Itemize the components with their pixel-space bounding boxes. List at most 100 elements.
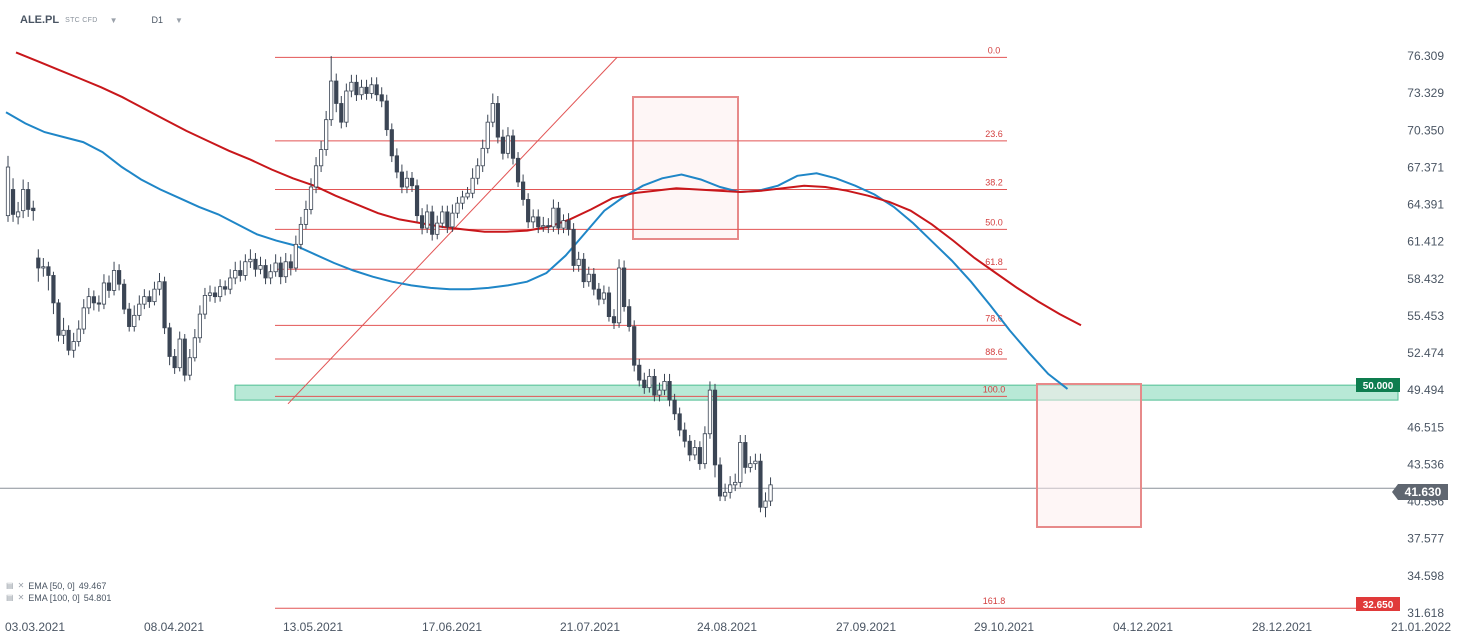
timeframe-label[interactable]: D1: [151, 15, 163, 25]
candle[interactable]: [622, 261, 625, 312]
candle[interactable]: [400, 165, 403, 194]
candle[interactable]: [163, 277, 166, 334]
legend-row-ema50[interactable]: ▤ ✕ EMA [50, 0] 49.467: [6, 580, 111, 592]
candle[interactable]: [365, 80, 368, 100]
candle[interactable]: [415, 179, 418, 221]
candle[interactable]: [128, 303, 131, 332]
candle[interactable]: [57, 299, 60, 341]
candle[interactable]: [496, 96, 499, 143]
candle[interactable]: [739, 435, 742, 487]
candle[interactable]: [713, 384, 716, 477]
candle[interactable]: [723, 484, 726, 501]
candle[interactable]: [486, 115, 489, 154]
candle[interactable]: [138, 295, 141, 320]
candle[interactable]: [234, 262, 237, 284]
candle[interactable]: [112, 262, 115, 296]
candle[interactable]: [117, 264, 120, 290]
candle[interactable]: [552, 199, 555, 231]
candle[interactable]: [208, 285, 211, 301]
candle[interactable]: [350, 75, 353, 97]
candle[interactable]: [718, 457, 721, 501]
legend-settings-icon[interactable]: ▤: [6, 580, 14, 592]
candle[interactable]: [703, 426, 706, 468]
candle[interactable]: [82, 299, 85, 334]
price-tag[interactable]: 50.000: [1356, 378, 1400, 392]
candle[interactable]: [436, 216, 439, 240]
symbol-dropdown-caret-icon[interactable]: ▼: [110, 16, 118, 25]
candle[interactable]: [708, 381, 711, 438]
candle[interactable]: [213, 287, 216, 303]
candle[interactable]: [122, 279, 125, 314]
candle[interactable]: [562, 214, 565, 233]
candle[interactable]: [133, 305, 136, 331]
candle[interactable]: [21, 179, 24, 218]
candle[interactable]: [526, 193, 529, 228]
candle[interactable]: [481, 140, 484, 172]
candle[interactable]: [759, 454, 762, 513]
candle[interactable]: [47, 262, 50, 291]
candle[interactable]: [456, 197, 459, 218]
candle[interactable]: [168, 323, 171, 365]
candle[interactable]: [567, 213, 570, 235]
candle[interactable]: [754, 454, 757, 470]
candle[interactable]: [572, 223, 575, 272]
candle[interactable]: [279, 257, 282, 284]
candle[interactable]: [274, 254, 277, 276]
candle[interactable]: [693, 440, 696, 460]
candle[interactable]: [284, 253, 287, 283]
candle[interactable]: [592, 268, 595, 295]
candle[interactable]: [633, 320, 636, 371]
candle[interactable]: [97, 295, 100, 311]
legend-close-icon[interactable]: ✕: [18, 592, 25, 604]
candle[interactable]: [638, 359, 641, 386]
candle[interactable]: [345, 84, 348, 128]
candle[interactable]: [431, 206, 434, 241]
support-zone[interactable]: [235, 385, 1398, 400]
candle[interactable]: [506, 127, 509, 158]
candle[interactable]: [264, 259, 267, 284]
candle[interactable]: [218, 279, 221, 301]
candle[interactable]: [668, 374, 671, 406]
candle[interactable]: [461, 191, 464, 210]
candle[interactable]: [370, 77, 373, 98]
candle[interactable]: [158, 273, 161, 295]
timeframe-dropdown-caret-icon[interactable]: ▼: [175, 16, 183, 25]
highlight-box-november[interactable]: [1037, 384, 1141, 527]
candle[interactable]: [72, 333, 75, 358]
candle[interactable]: [92, 290, 95, 310]
candle[interactable]: [67, 325, 70, 355]
candle[interactable]: [476, 158, 479, 184]
candle[interactable]: [501, 130, 504, 160]
candle[interactable]: [627, 299, 630, 331]
candle[interactable]: [602, 285, 605, 304]
candle[interactable]: [612, 309, 615, 329]
candle[interactable]: [37, 249, 40, 281]
candle[interactable]: [688, 435, 691, 461]
candle[interactable]: [340, 96, 343, 128]
candle[interactable]: [244, 254, 247, 280]
candle[interactable]: [617, 259, 620, 328]
candle[interactable]: [547, 218, 550, 233]
candle[interactable]: [764, 492, 767, 517]
candle[interactable]: [178, 332, 181, 372]
candle[interactable]: [335, 74, 338, 113]
candle[interactable]: [375, 77, 378, 101]
candle[interactable]: [153, 282, 156, 306]
legend-close-icon[interactable]: ✕: [18, 580, 25, 592]
candle[interactable]: [471, 168, 474, 198]
candle[interactable]: [198, 305, 201, 342]
legend-row-ema100[interactable]: ▤ ✕ EMA [100, 0] 54.801: [6, 592, 111, 604]
candle[interactable]: [355, 75, 358, 101]
candle[interactable]: [698, 441, 701, 470]
candle[interactable]: [521, 175, 524, 206]
candle[interactable]: [6, 156, 9, 222]
ema50-line[interactable]: [6, 112, 1068, 389]
candle[interactable]: [749, 456, 752, 472]
candle[interactable]: [269, 264, 272, 284]
candle[interactable]: [728, 476, 731, 498]
candle[interactable]: [77, 320, 80, 346]
candle[interactable]: [102, 274, 105, 309]
candle[interactable]: [183, 334, 186, 381]
candle[interactable]: [390, 123, 393, 162]
price-tag[interactable]: 32.650: [1356, 597, 1400, 611]
